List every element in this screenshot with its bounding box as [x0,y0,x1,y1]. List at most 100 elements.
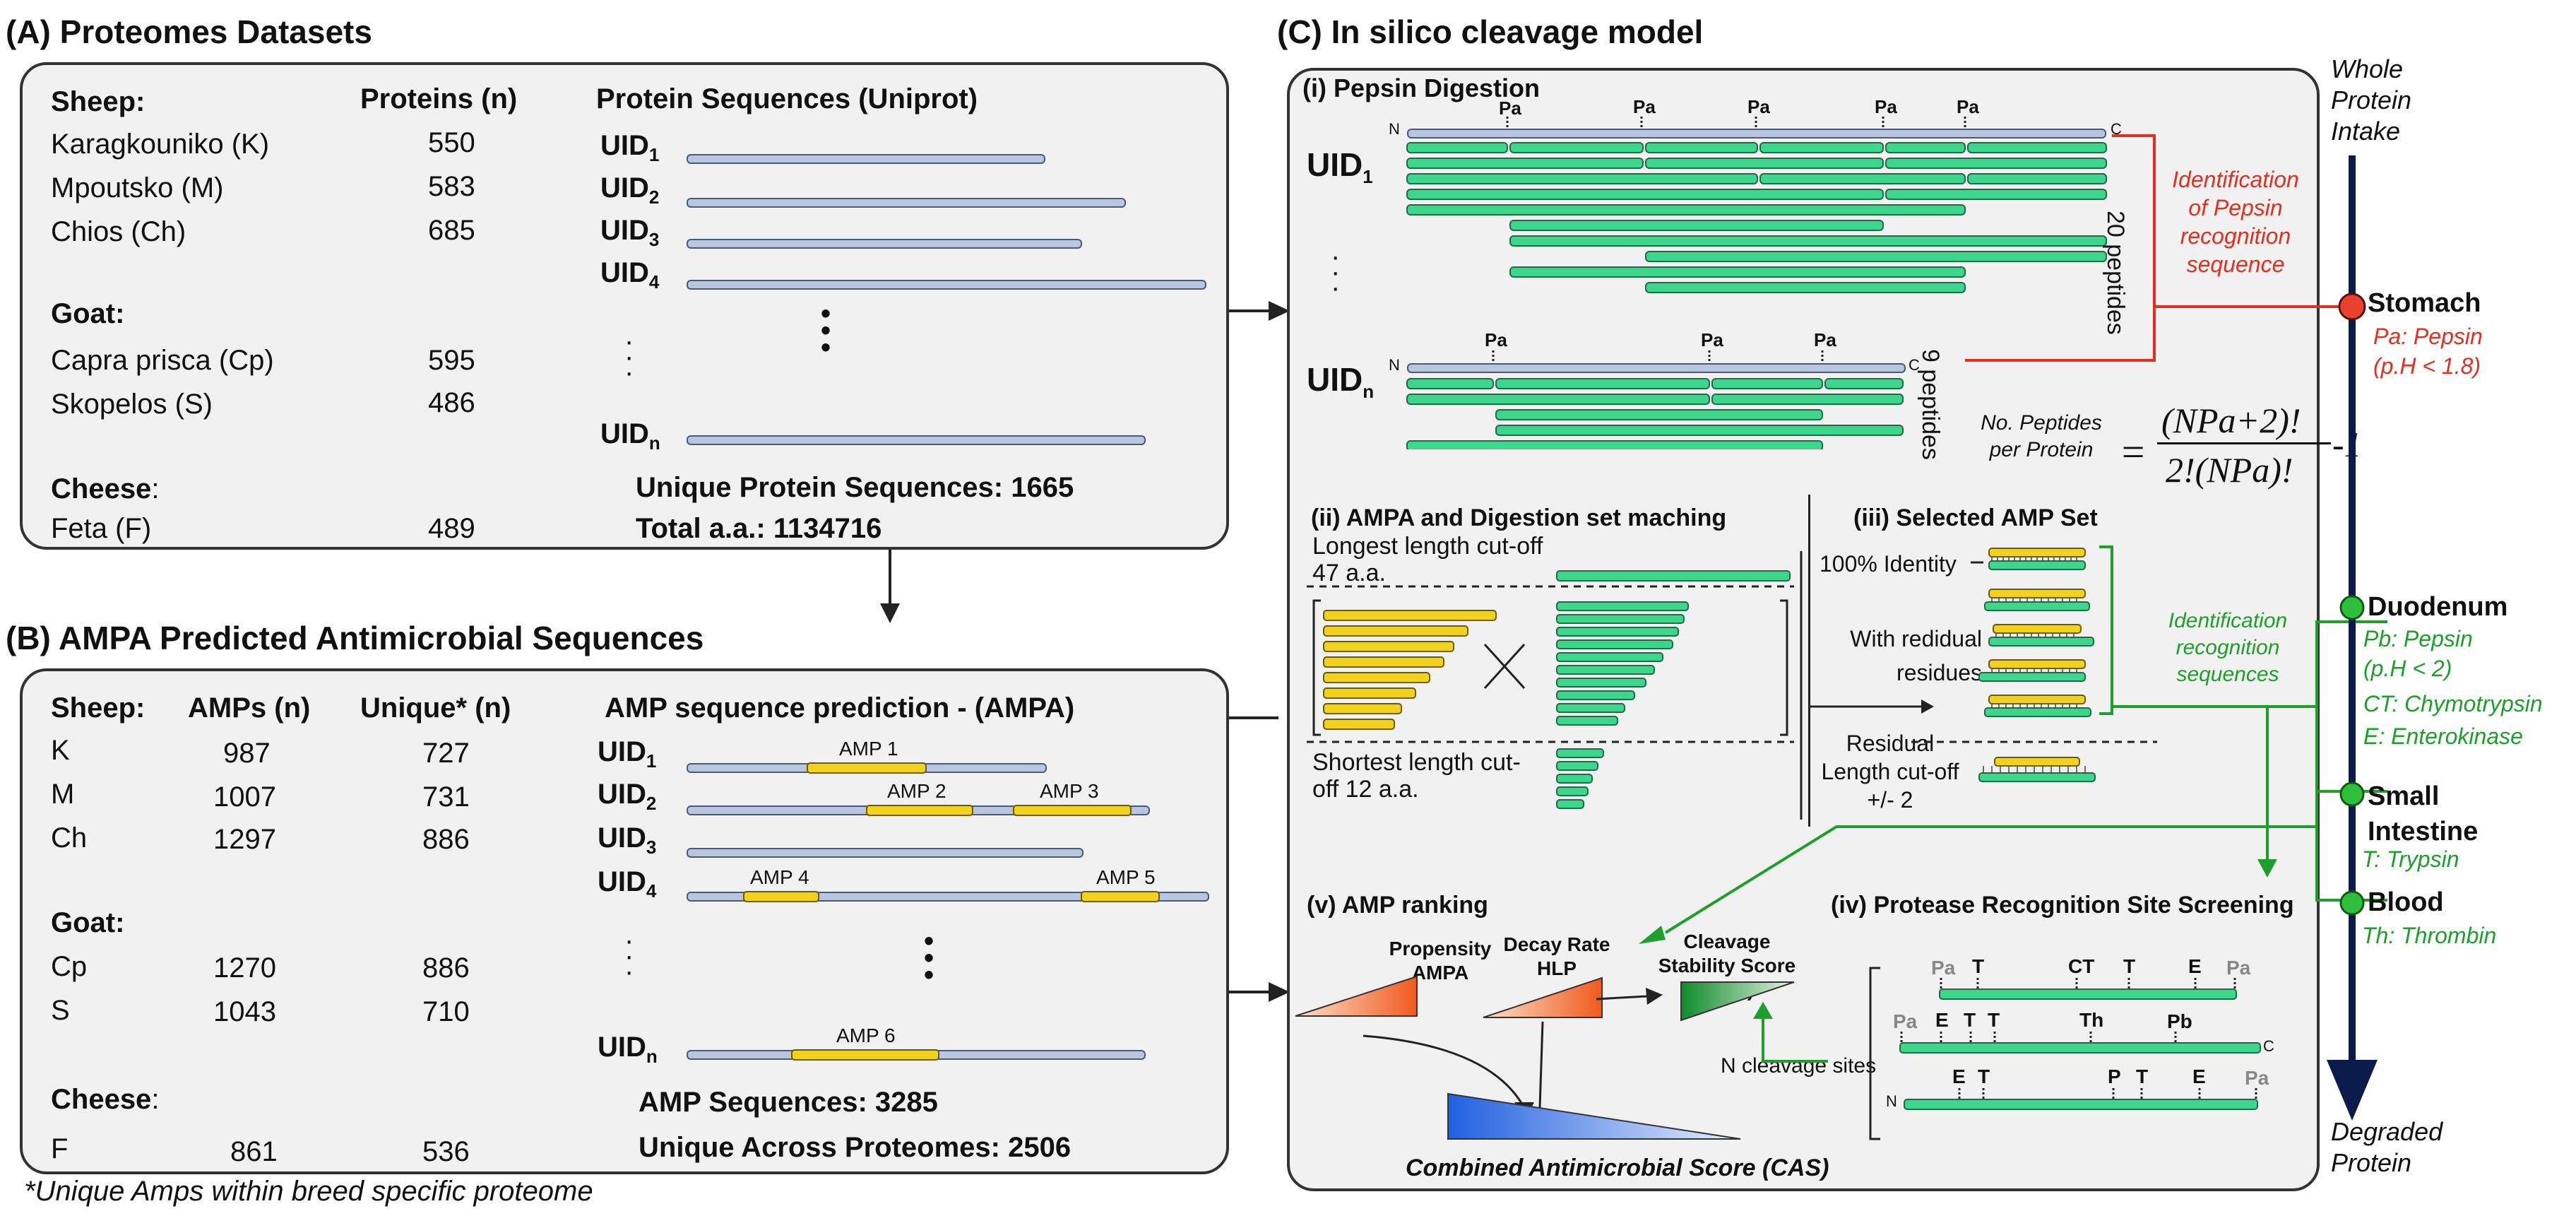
gut-axis [2327,155,2378,1121]
selected-amp-diagram [1800,545,2157,820]
selected-amp-title: (iii) Selected AMP Set [1853,504,2098,531]
screening-title: (iv) Protease Recognition Site Screening [1831,892,2294,919]
peptide-count-9: 9 peptides [1917,349,1944,460]
duodenum-ph: (p.H < 2) [2363,656,2452,681]
red-bracket [1965,134,2359,362]
amp-count: 987 [223,738,271,769]
peptide [1406,158,1644,169]
peptide [1645,142,1758,153]
formula-minus-one: -1 [2332,425,2362,464]
unique-count: 727 [422,738,470,769]
dataset-name: Karagkouniko (K) [51,129,270,160]
identity-label: 100% Identity [1820,551,1957,577]
uid-label: UID3 [598,822,657,858]
site-label: T [1978,1065,1990,1087]
dataset-count: 489 [428,513,475,544]
pepsin-site-label: Pa [1875,96,1897,117]
peptide [1406,173,1758,184]
uidn-peptides [1406,350,1904,449]
amp-label: AMP 4 [750,866,809,888]
peptide [1759,142,1884,153]
amp-segment [743,891,819,902]
protein-bar [687,154,1045,164]
site-label: T [2136,1065,2149,1087]
amp-label: AMP 6 [836,1025,896,1046]
breed-code: Cp [51,951,88,982]
n-terminus: N [1389,356,1400,374]
breed-code: K [51,735,70,766]
dataset-name: Mpoutsko (M) [51,172,224,203]
pepsin-site-label: Pa [1701,329,1723,350]
dataset-name: Chios (Ch) [51,216,186,247]
peptide [1885,142,1966,153]
residual-label: With redidual residues [1850,626,1982,685]
ellipsis-dots: · · · [624,925,634,987]
c-terminus: C [2263,1037,2274,1055]
dataset-count: 486 [428,387,475,418]
screening-diagram [1869,967,2261,1140]
goat-label: Goat: [51,298,125,329]
peptide [1967,173,2107,184]
amp-segment [807,762,927,774]
formula-equals: = [2119,429,2147,475]
unique-count: 886 [422,824,470,855]
longest-cutoff: Longest length cut-off 47 a.a. [1312,533,1543,586]
peptide [1885,158,2107,169]
breed-code: F [51,1133,69,1164]
ranking-title: (v) AMP ranking [1307,892,1488,919]
sequences-col-header: Protein Sequences (Uniprot) [596,83,978,114]
site-label: E [2188,955,2202,977]
amp-sequences-total: AMP Sequences: 3285 [639,1087,938,1118]
site-label: T [1988,1009,2000,1031]
amp-count: 1007 [213,781,276,813]
breed-code: S [51,995,70,1026]
formula-denominator: 2!(NPa)! [2166,450,2293,490]
unique-count: 886 [422,952,470,984]
cheese-label: Cheese: [51,1084,160,1115]
site-label: E [2192,1065,2206,1087]
stomach-label: Stomach [2368,288,2481,318]
stomach-enzyme: Pa: Pepsin [2373,324,2483,349]
pepsin-digestion-title: (i) Pepsin Digestion [1302,73,1541,102]
stomach-ph: (p.H < 1.8) [2373,353,2481,379]
protein-bar [687,848,1084,858]
peptide [1406,204,1966,216]
formula-fraction-bar [2157,442,2331,444]
c-terminus: C [1909,356,1920,374]
unique-across-total: Unique Across Proteomes: 2506 [639,1132,1072,1163]
protein-bar [1407,129,2106,138]
site-label: Pa [1931,957,1956,979]
prediction-col-header: AMP sequence prediction - (AMPA) [605,692,1075,724]
propensity-label: Propensity AMPA [1389,938,1492,984]
cheese-label: Cheese: [51,473,160,504]
peptide [1645,158,1884,169]
peptide [1759,173,1966,184]
arrow-a-to-b [880,550,900,623]
peptide [1509,220,1884,231]
css-label: Cleavage Stability Score (CSS) [1658,931,1796,1000]
site-label: E [1935,1009,1949,1031]
small-intestine-label: Small Intestine [2368,781,2479,846]
dataset-name: Skopelos (S) [51,389,213,420]
uid-label: UID1 [600,130,660,165]
site-label: T [1964,1009,1976,1031]
residual-cutoff-label: Residual Length cut-off +/- 2 [1821,731,1959,813]
amps-col-header: AMPs (n) [188,692,311,724]
peptide [1509,142,1644,153]
pepsin-identification-note: Identification of Pepsin recognition seq… [2172,167,2299,277]
amp-segment [1081,891,1160,902]
uid1-peptides [1406,142,2107,293]
sheep-label: Sheep: [51,692,146,724]
breed-code: M [51,779,75,810]
n-terminus: N [1389,120,1400,138]
uid-label: UIDn [598,1032,658,1067]
uid-label: UID4 [598,866,657,902]
cleavage-arrow [1753,1002,1828,1063]
site-label: Th [2079,1009,2104,1031]
green-identification-note: Identification recognition sequences [2168,609,2288,686]
protein-bar [687,280,1206,290]
amp-count: 1297 [213,824,276,855]
amp-label: AMP 1 [839,738,898,760]
blood-enzyme: Th: Thrombin [2362,923,2497,948]
site-label: P [2108,1065,2121,1087]
